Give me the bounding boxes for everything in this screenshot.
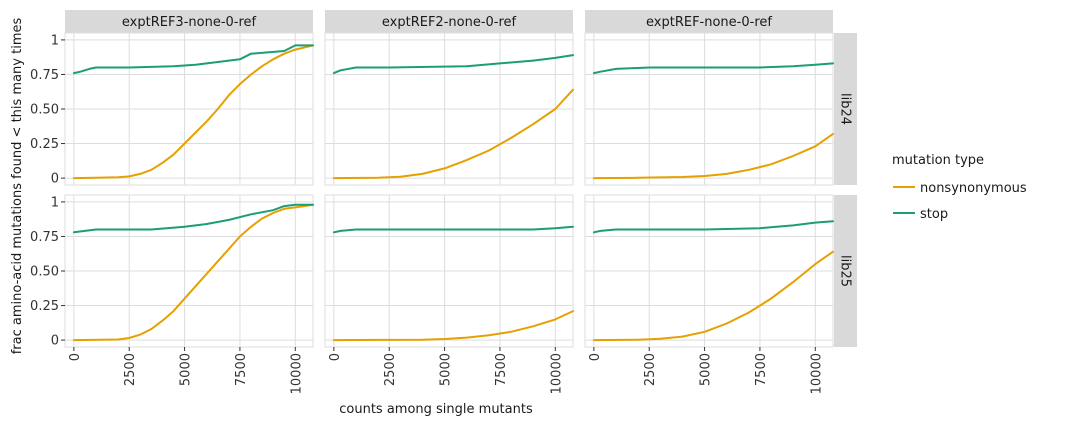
x-tick-label: 7500	[754, 353, 769, 386]
series-line-nonsynonymous-r0-c2	[592, 132, 834, 180]
y-axis-title: frac amino-acid mutations found < this m…	[10, 18, 25, 355]
x-tick-label: 2500	[123, 353, 138, 386]
x-tick-label: 5000	[179, 353, 194, 386]
y-tick-label: 0.25	[30, 299, 59, 314]
axis-layer: 0 0.25 0.50 0.75 1 0 0.25 0.50 0.75 1 0 2500 5000 750…	[30, 33, 824, 394]
series-line-nonsynonymous-r1-c0	[72, 203, 314, 342]
y-tick-label: 0	[51, 334, 59, 349]
y-tick-label: 0.25	[30, 137, 59, 152]
row-strip-label-0: lib24	[838, 93, 853, 125]
x-tick-label: 7500	[234, 353, 249, 386]
x-tick-label: 0	[68, 353, 83, 361]
panel-0-1	[324, 32, 574, 186]
y-tick-label: 0.75	[30, 68, 59, 83]
column-strip-label-0: exptREF3-none-0-ref	[122, 15, 257, 30]
legend: mutation type nonsynonymous stop	[892, 153, 1027, 222]
x-axis-title: counts among single mutants	[339, 402, 533, 417]
column-strip-1	[325, 10, 573, 33]
row-strip-1	[834, 195, 857, 347]
x-tick-label: 0	[328, 353, 343, 361]
x-tick-label: 2500	[383, 353, 398, 386]
legend-title: mutation type	[892, 153, 984, 168]
row-strip-0	[834, 33, 857, 185]
series-line-nonsynonymous-r0-c0	[72, 44, 314, 180]
x-tick-label: 7500	[494, 353, 509, 386]
x-tick-label: 10000	[289, 353, 304, 394]
x-tick-label: 5000	[699, 353, 714, 386]
y-tick-label: 0	[51, 172, 59, 187]
row-strip-label-1: lib25	[838, 255, 853, 287]
column-strip-2	[585, 10, 833, 33]
series-line-stop-r0-c2	[592, 62, 834, 75]
panels-layer: exptREF3-none-0-ref exptREF2-none-0-ref ex…	[64, 10, 857, 348]
y-tick-label: 0.75	[30, 230, 59, 245]
panel-1-0	[64, 194, 314, 348]
panel-1-2	[584, 194, 834, 348]
series-line-stop-r0-c1	[332, 54, 574, 75]
series-line-stop-r1-c2	[592, 220, 834, 234]
series-line-stop-r1-c1	[332, 225, 574, 234]
y-tick-label: 0.50	[30, 103, 59, 118]
x-tick-label: 10000	[549, 353, 564, 394]
y-tick-label: 1	[51, 195, 59, 210]
y-tick-label: 0.50	[30, 265, 59, 280]
panel-0-2	[584, 32, 834, 186]
x-tick-label: 5000	[439, 353, 454, 386]
panel-0-0	[64, 32, 314, 186]
column-strip-label-2: exptREF-none-0-ref	[646, 15, 772, 30]
panel-1-1	[324, 194, 574, 348]
column-strip-0	[65, 10, 313, 33]
series-line-nonsynonymous-r1-c2	[592, 250, 834, 342]
legend-label-nonsynonymous: nonsynonymous	[920, 181, 1027, 196]
x-tick-label: 10000	[809, 353, 824, 394]
legend-label-stop: stop	[920, 207, 948, 222]
series-line-nonsynonymous-r0-c1	[332, 88, 574, 180]
y-tick-label: 1	[51, 33, 59, 48]
x-tick-label: 2500	[643, 353, 658, 386]
x-tick-label: 0	[588, 353, 603, 361]
series-line-nonsynonymous-r1-c1	[332, 310, 574, 342]
series-line-stop-r1-c0	[72, 203, 314, 234]
series-line-stop-r0-c0	[72, 44, 314, 75]
column-strip-label-1: exptREF2-none-0-ref	[382, 15, 517, 30]
